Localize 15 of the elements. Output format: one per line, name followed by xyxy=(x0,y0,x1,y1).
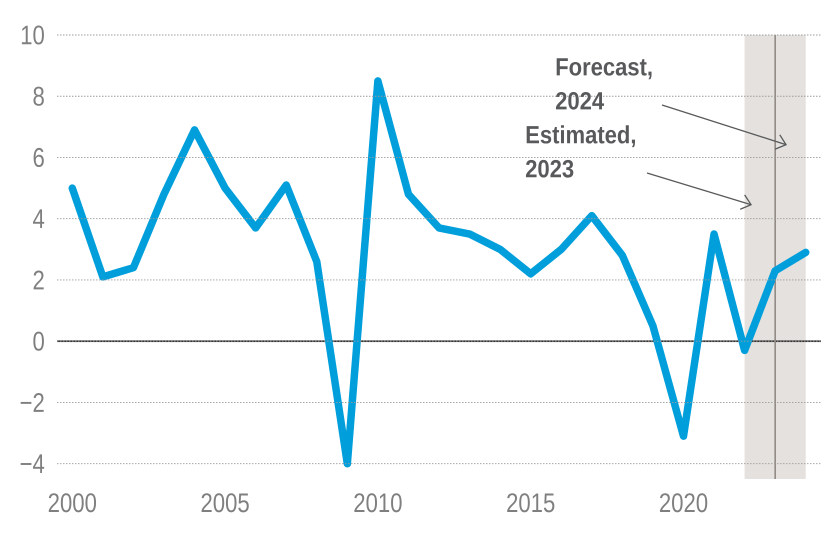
y-tick-label: 6 xyxy=(34,148,44,168)
y-tick-label: 0 xyxy=(33,332,44,351)
y-tick-label: 10 xyxy=(22,25,44,45)
annotation: Estimated, 2023 xyxy=(526,125,635,178)
x-tick-label: 2000 xyxy=(48,493,96,512)
y-tick-label: −2 xyxy=(20,393,44,412)
x-tick-label: 2015 xyxy=(507,493,554,512)
x-tick-label: 2010 xyxy=(354,493,402,512)
x-tick-label: 2005 xyxy=(202,493,249,512)
y-tick-label: 4 xyxy=(32,209,44,228)
annotation: Forecast, 2024 xyxy=(556,58,652,110)
y-tick-label: −4 xyxy=(20,454,44,473)
y-tick-label: 8 xyxy=(33,86,44,106)
x-tick-label: 2020 xyxy=(660,493,708,512)
y-tick-label: 2 xyxy=(34,270,44,290)
